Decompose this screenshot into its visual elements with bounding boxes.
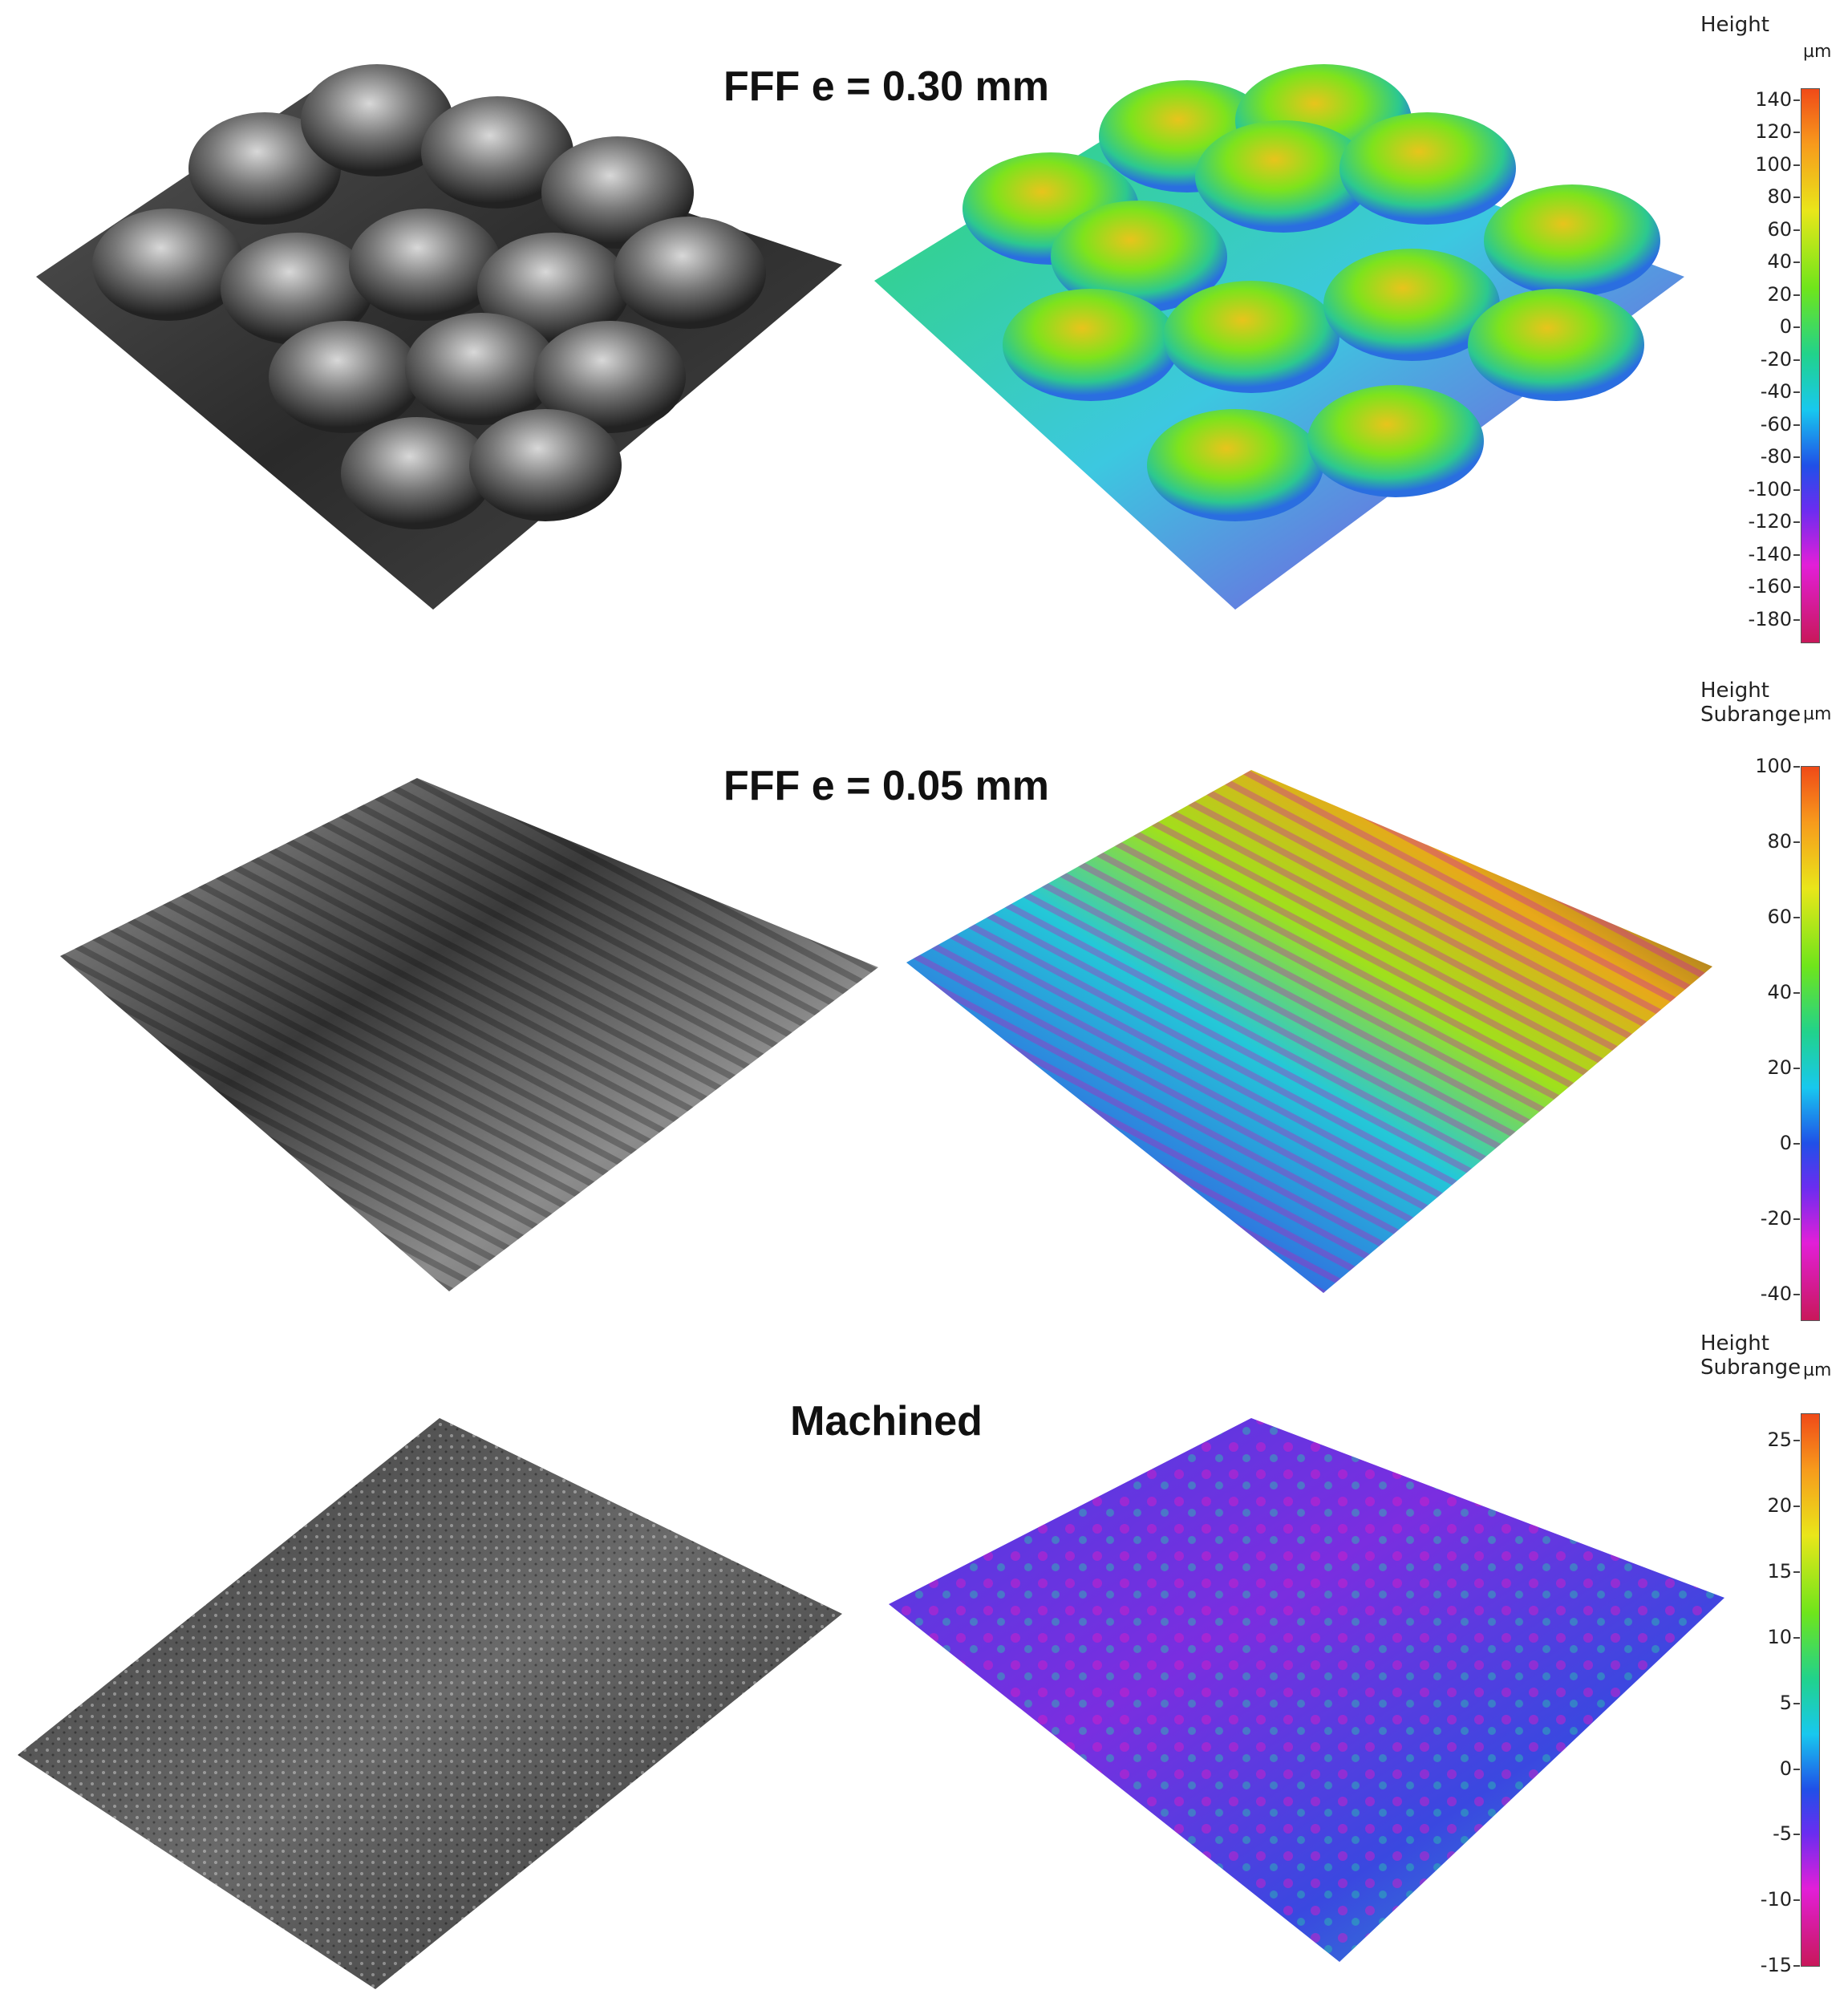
colorbar-tick-label: 40 [1767,250,1792,274]
colorbar-tick-label: 10 [1767,1625,1792,1648]
color-bumps-030 [962,64,1660,521]
surface-images [36,64,1684,610]
colorbar-tick-mark [1793,1702,1800,1704]
colorbar-tick-label: 0 [1779,315,1792,338]
surface-images [18,1418,1724,1989]
colorbar-tick-mark [1793,1067,1800,1069]
colorbar-tick-mark [1793,1505,1800,1507]
colorbar-tick-mark [1793,261,1800,264]
legend-unit: µm [1803,1360,1832,1380]
surface-images [60,770,1712,1293]
colorbar-tick-label: 0 [1779,1757,1792,1780]
panel-fff-030: FFF e = 0.30 mm [0,0,1848,658]
colorbar-tick-label: -20 [1760,347,1792,371]
colorbar-tick-mark [1793,229,1800,231]
colorbar-tick-label: 20 [1767,1056,1792,1079]
grey-bumps-030 [92,64,766,529]
colorbar-tick-label: 20 [1767,1493,1792,1517]
panel-title: FFF e = 0.30 mm [723,63,1050,110]
colorbar [1801,88,1820,643]
colorbar-tick-mark [1793,294,1800,296]
colorbar-tick-mark [1793,132,1800,134]
colorbar [1801,766,1820,1321]
colorbar-tick-label: -5 [1773,1822,1792,1846]
colorbar-tick-mark [1793,391,1800,394]
colorbar-tick-mark [1793,1636,1800,1639]
colorbar-tick-mark [1793,456,1800,459]
legend-label-line1: Height [1700,1331,1769,1356]
colorbar-tick-mark [1793,841,1800,843]
colorbar-tick-mark [1793,326,1800,329]
colorbar-tick-mark [1793,766,1800,768]
colorbar-tick-mark [1793,164,1800,166]
colorbar-tick-label: 120 [1755,120,1792,144]
colorbar-tick-label: -20 [1760,1206,1792,1230]
colorbar-tick-mark [1793,1440,1800,1441]
colorbar-tick-mark [1793,1965,1800,1968]
legend-label-line2: Subrange [1700,1356,1801,1380]
colorbar-tick-mark [1793,197,1800,199]
colorbar-tick-label: 5 [1779,1691,1792,1714]
panel-fff-005: FFF e = 0.05 mm Height Subrange µm 100 80… [0,666,1848,1323]
colorbar-tick-label: -15 [1760,1954,1792,1977]
colorbar-tick-mark [1793,1768,1800,1770]
colorbar-tick-label: -140 [1748,542,1792,565]
colorbar-tick-mark [1793,1834,1800,1836]
colorbar-tick-label: 100 [1755,755,1792,777]
colorbar-tick-label: 100 [1755,152,1792,176]
colorbar-tick-label: -80 [1760,445,1792,468]
colorbar-tick-mark [1793,1218,1800,1220]
panel-title: Machined [790,1398,983,1445]
colorbar-tick-label: -40 [1760,1282,1792,1305]
colorbar-tick-label: -40 [1760,380,1792,403]
colorbar-tick-mark [1793,521,1800,524]
legend-label: Height Subrange [1700,679,1801,727]
colorbar-tick-label: -120 [1748,510,1792,533]
colorbar [1801,1413,1820,1967]
colorbar-tick-mark [1793,586,1800,589]
colorbar-tick-mark [1793,618,1800,621]
colorbar-tick-label: 80 [1767,185,1792,209]
colorbar-tick-mark [1793,359,1800,361]
legend-label: Height [1700,13,1769,37]
colorbar-tick-label: 60 [1767,905,1792,928]
colorbar-tick-label: 140 [1755,88,1792,111]
colorbar-tick-label: -160 [1748,575,1792,598]
legend-label-line1: Height [1700,679,1769,703]
colorbar-tick-label: -100 [1748,477,1792,500]
legend-label-line2: Subrange [1700,703,1801,727]
colorbar-tick-mark [1793,424,1800,426]
colorbar-tick-mark [1793,1293,1800,1295]
colorbar-tick-label: 15 [1767,1559,1792,1583]
colorbar-tick-label: 80 [1767,829,1792,853]
colorbar-tick-label: 25 [1767,1429,1792,1451]
colorbar-tick-mark [1793,553,1800,556]
panel-machined: Machined Height Subrange µm 25 2 [0,1331,1848,2002]
colorbar-tick-label: -180 [1748,607,1792,630]
colorbar-tick-mark [1793,1570,1800,1573]
legend-unit: µm [1803,42,1832,62]
legend-label: Height Subrange [1700,1331,1801,1380]
panel-title: FFF e = 0.05 mm [723,763,1050,809]
colorbar-tick-label: 0 [1779,1131,1792,1154]
colorbar-tick-label: 20 [1767,282,1792,306]
colorbar-tick-label: 40 [1767,980,1792,1003]
colorbar-tick-mark [1793,1142,1800,1145]
colorbar-tick-mark [1793,99,1800,101]
colorbar-tick-label: -10 [1760,1888,1792,1911]
colorbar-tick-label: -60 [1760,412,1792,436]
colorbar-tick-mark [1793,916,1800,918]
legend-unit: µm [1803,704,1832,724]
colorbar-tick-mark [1793,488,1800,491]
colorbar-tick-mark [1793,1899,1800,1902]
colorbar-tick-mark [1793,991,1800,994]
colorbar-tick-label: 60 [1767,217,1792,241]
